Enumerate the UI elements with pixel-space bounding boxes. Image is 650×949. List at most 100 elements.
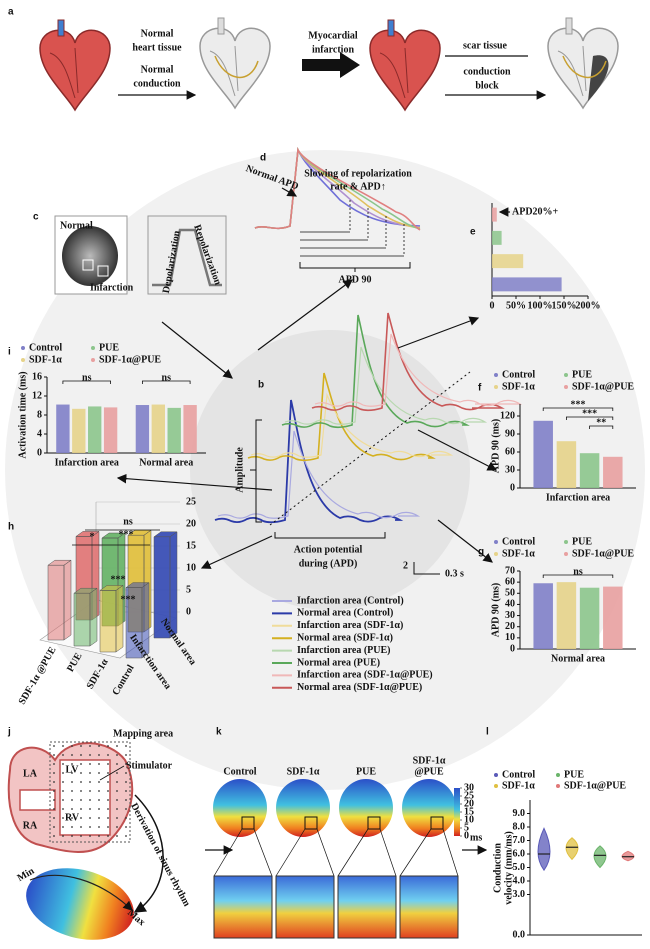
bar <box>183 405 197 453</box>
electrode <box>125 817 127 819</box>
pointer <box>99 765 125 781</box>
bracket <box>299 262 411 272</box>
significance-label: *** <box>571 399 586 410</box>
mri-image <box>62 226 118 286</box>
electrode <box>89 808 91 810</box>
legend-label: SDF-1α@PUE <box>99 354 161 365</box>
roi <box>97 265 109 277</box>
bar <box>603 456 623 488</box>
electrode <box>116 754 118 756</box>
electrode <box>80 754 82 756</box>
electrode <box>71 772 73 774</box>
ap-trace <box>247 372 436 462</box>
text: Normal <box>60 220 93 231</box>
heart-chamber <box>19 759 111 836</box>
electrode <box>107 799 109 801</box>
ap-trace <box>214 399 404 524</box>
electrode <box>116 799 118 801</box>
y-tick-label: 0 <box>37 447 42 458</box>
vessel <box>387 19 395 37</box>
zoom-map <box>337 875 397 939</box>
bracket <box>250 419 262 523</box>
legend-label: Infarction area (SDF-1α@PUE) <box>297 670 433 681</box>
zoom-line <box>442 828 459 877</box>
curved-arrow <box>133 794 164 913</box>
electrode <box>89 799 91 801</box>
y-tick-label: 4 <box>37 428 42 439</box>
heart <box>547 27 619 110</box>
heart-detail <box>557 45 587 97</box>
arrow <box>200 535 273 569</box>
y-tick-label: 3.0 <box>513 889 526 900</box>
arrow <box>437 519 493 563</box>
legend-label: Normal area (SDF-1α) <box>297 632 393 643</box>
zoom-map <box>275 875 335 939</box>
text: scar tissue <box>463 40 508 51</box>
activation-map <box>276 779 330 837</box>
legend-dot <box>564 552 568 556</box>
colorbar-label: 20 <box>464 798 474 809</box>
electrode <box>98 817 100 819</box>
zoom-box <box>367 816 381 830</box>
electrode <box>89 781 91 783</box>
electrode <box>107 763 109 765</box>
roi <box>82 259 94 271</box>
electrode <box>98 763 100 765</box>
y-axis-label: APD 90 (ms) <box>490 583 501 637</box>
z-tick-label: 20 <box>186 518 196 529</box>
text: Infarction <box>90 282 134 293</box>
electrode <box>107 754 109 756</box>
y-tick-label: 60 <box>505 446 515 457</box>
bar <box>125 582 150 659</box>
legend-dot <box>494 385 498 389</box>
y-tick-label: 120 <box>500 410 515 421</box>
heart-detail <box>49 47 79 99</box>
x-tick-label: Infarction area <box>55 457 119 468</box>
panel-label: l <box>486 727 489 738</box>
significance-bracket <box>566 416 614 420</box>
big-arrow <box>302 52 360 78</box>
electrode <box>53 781 55 783</box>
panel-label: d <box>260 153 266 164</box>
electrode <box>71 835 73 837</box>
electrode <box>125 808 127 810</box>
x-tick-label: 0 <box>490 300 495 311</box>
electrode <box>62 790 64 792</box>
text: LV <box>66 764 80 775</box>
y-axis-label: APD 90 (ms) <box>490 419 501 473</box>
bar <box>533 583 553 649</box>
bar <box>167 407 181 453</box>
legend-label: Infarction area (Control) <box>297 595 404 606</box>
panel-label: e <box>470 227 476 238</box>
legend-label: SDF-1α@PUE <box>564 780 626 791</box>
electrode <box>80 781 82 783</box>
arrow <box>161 321 233 379</box>
vessel <box>565 17 573 35</box>
violin <box>593 845 607 869</box>
zoom-box <box>304 816 318 830</box>
electrode <box>62 826 64 828</box>
y-tick-label: 8.0 <box>513 821 526 832</box>
heart-detail <box>209 45 239 97</box>
bar <box>603 586 623 649</box>
legend-dot <box>21 358 25 362</box>
significance-bracket <box>62 380 111 384</box>
significance-bracket <box>142 380 191 384</box>
legend-label: SDF-1α <box>29 354 62 365</box>
arrow <box>257 279 353 351</box>
map-title: @PUE <box>414 766 444 777</box>
ap-trace <box>217 430 421 519</box>
text: Stimulator <box>126 760 173 771</box>
text: heart tissue <box>132 42 182 53</box>
electrode <box>116 817 118 819</box>
colorbar-label: 5 <box>464 822 469 833</box>
electrode <box>62 799 64 801</box>
text: RV <box>65 812 80 823</box>
electrode <box>116 808 118 810</box>
bar <box>88 406 102 453</box>
legend-dot <box>494 773 498 777</box>
legend-label: SDF-1α <box>502 381 535 392</box>
electrode <box>53 826 55 828</box>
electrode <box>53 772 55 774</box>
legend-dot <box>494 540 498 544</box>
